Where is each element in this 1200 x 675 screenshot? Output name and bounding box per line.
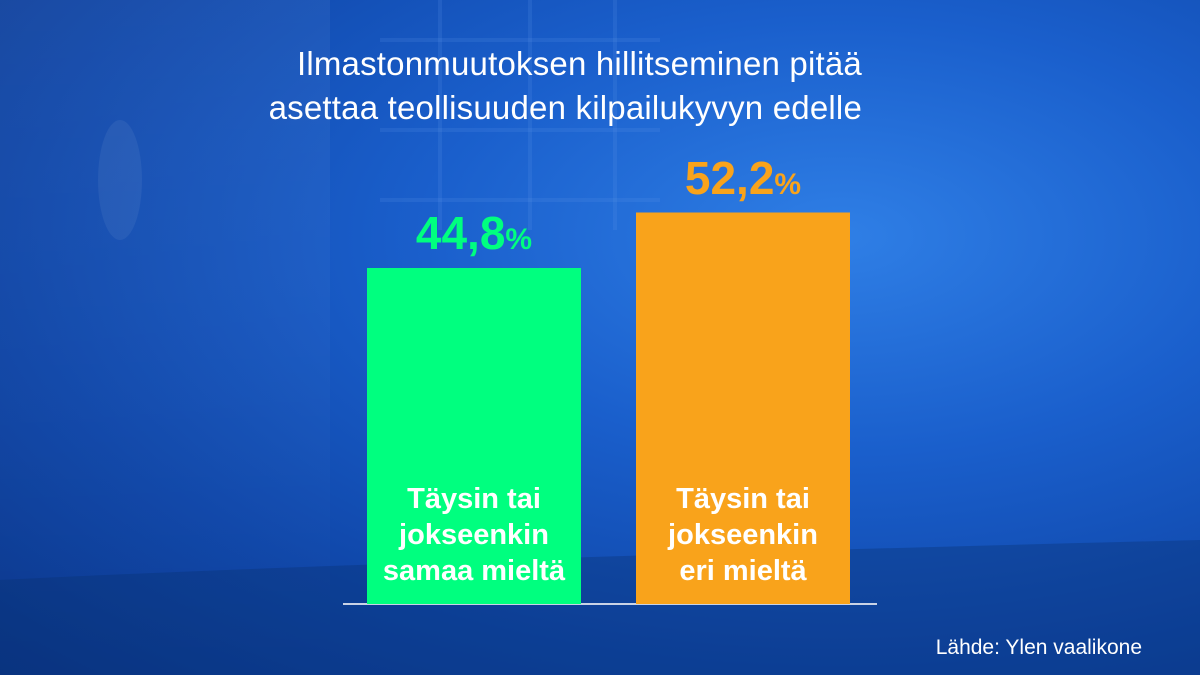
value-number-1: 52,2 <box>684 151 775 204</box>
category-label-0-line-1: jokseenkin <box>399 519 549 551</box>
source-note: Lähde: Ylen vaalikone <box>935 636 1142 659</box>
bar-1 <box>636 212 850 604</box>
value-unit-1: % <box>774 167 802 201</box>
value-label-1: 52,2% <box>636 151 850 205</box>
category-label-0: Täysin tai jokseenkin samaa mieltä <box>367 481 581 589</box>
chart-title-line-2: asettaa teollisuuden kilpailukyvyn edell… <box>268 89 862 126</box>
bar-0 <box>367 268 581 604</box>
value-number-0: 44,8 <box>415 207 506 259</box>
category-label-1-line-2: eri mieltä <box>679 555 807 587</box>
category-label-0-line-2: samaa mieltä <box>382 555 566 587</box>
category-label-1: Täysin tai jokseenkin eri mieltä <box>636 481 850 589</box>
category-label-1-line-0: Täysin tai <box>676 483 810 515</box>
value-label-0: 44,8% <box>367 206 581 260</box>
chart-title-line-1: Ilmastonmuutoksen hillitseminen pitää <box>296 45 862 82</box>
category-label-1-line-1: jokseenkin <box>668 519 818 551</box>
value-unit-0: % <box>505 223 533 256</box>
category-label-0-line-0: Täysin tai <box>407 483 541 515</box>
chart-title: Ilmastonmuutoksen hillitseminen pitää as… <box>102 42 862 130</box>
